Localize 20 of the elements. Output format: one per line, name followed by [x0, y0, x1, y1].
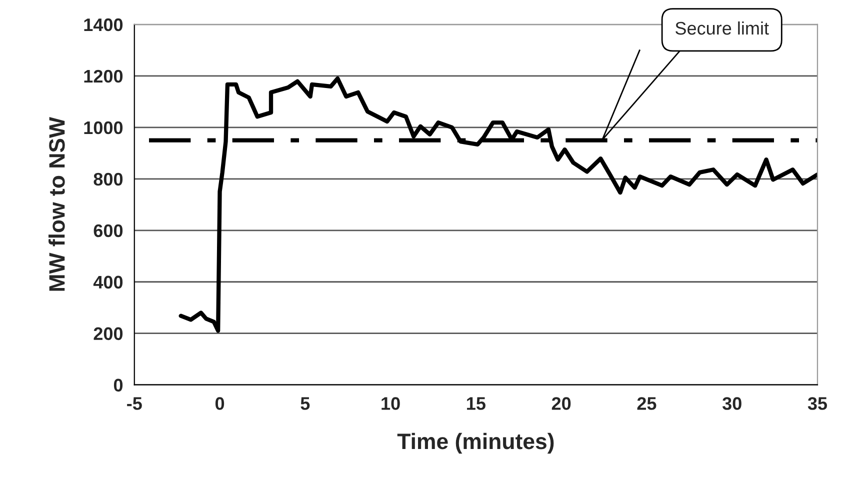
- x-tick-label: 25: [637, 397, 656, 410]
- x-tick-label: 35: [808, 397, 828, 410]
- x-tick-label: 20: [552, 397, 571, 410]
- y-tick-label: 1400: [84, 18, 123, 32]
- x-axis-title: Time (minutes): [397, 432, 554, 454]
- x-tick-label: 5: [300, 397, 310, 410]
- annotation: Secure limit: [676, 21, 769, 35]
- y-tick-label: 1200: [84, 70, 123, 83]
- y-axis-title: MW flow to NSW: [48, 117, 65, 291]
- y-tick-label: 1000: [84, 121, 123, 134]
- x-tick-label: 30: [722, 397, 742, 410]
- x-tick-label: 0: [215, 397, 224, 410]
- x-tick-label: -5: [127, 397, 142, 410]
- y-tick-label: 800: [94, 172, 123, 186]
- y-tick-label: 0: [114, 378, 123, 392]
- x-tick-label: 10: [382, 397, 400, 410]
- y-tick-label: 400: [93, 276, 123, 289]
- x-tick-label: 15: [467, 397, 486, 410]
- y-tick-label: 200: [94, 327, 123, 340]
- y-tick-label: 600: [94, 224, 123, 238]
